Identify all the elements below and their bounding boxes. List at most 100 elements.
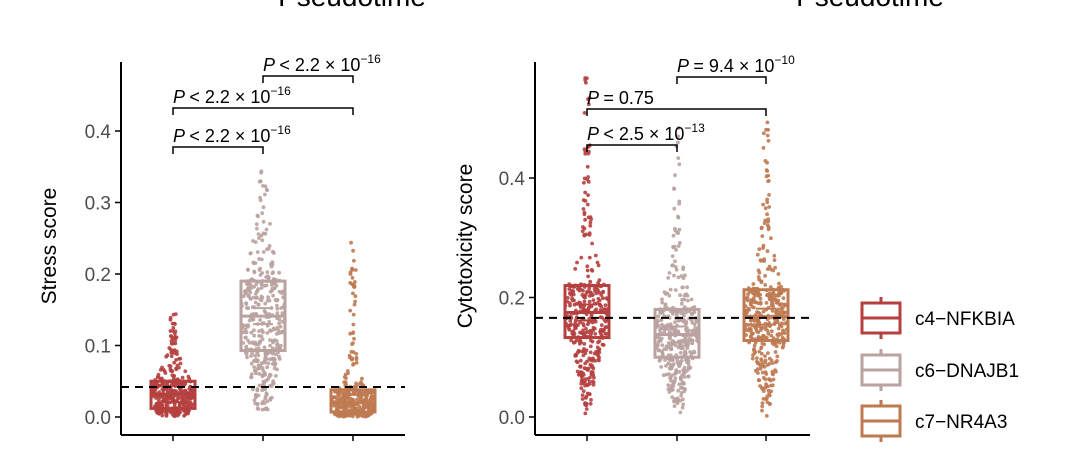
data-point [269,384,274,388]
data-point [682,381,686,386]
data-point [758,301,763,306]
data-point [756,335,761,339]
data-point [259,286,264,290]
data-point [680,285,685,290]
data-point [599,327,603,332]
data-point [277,289,282,294]
data-point [264,275,268,279]
data-point [773,294,777,299]
data-point [670,373,675,378]
data-point [581,323,586,328]
data-point [580,349,585,354]
data-point [759,259,764,263]
data-point [678,293,682,298]
data-point [582,342,587,346]
data-point [255,213,260,218]
data-point [673,376,678,381]
data-point [693,326,698,330]
data-point [172,414,177,419]
data-point [586,274,590,279]
data-point [773,350,778,354]
data-point [565,296,570,300]
data-point [779,291,784,296]
data-point [588,279,593,284]
data-point [782,331,787,335]
data-point [765,133,770,138]
data-point [777,293,781,298]
data-point [261,219,266,224]
data-point [255,289,259,294]
data-point [601,307,606,311]
data-point [593,332,598,336]
data-point [271,340,275,345]
data-point [673,173,677,178]
data-point [260,211,265,216]
data-point [359,390,364,395]
data-point [588,362,593,367]
data-point [182,389,187,393]
data-point [257,236,261,240]
data-point [368,397,373,401]
data-point [588,338,593,343]
data-point [667,271,672,275]
data-point [600,296,605,301]
data-point [277,357,282,361]
data-point [254,295,259,300]
data-point [591,293,595,297]
data-point [759,345,764,350]
data-point [581,371,585,376]
data-point [259,294,264,299]
data-point [252,398,257,403]
data-point [766,179,770,184]
data-point [765,394,770,399]
data-point [268,329,273,333]
data-point [337,396,341,400]
data-point [360,376,364,381]
data-point [762,221,767,226]
data-point [660,343,665,348]
data-point [759,335,764,340]
data-point [339,412,344,417]
data-point [766,173,771,178]
data-point [668,366,672,371]
bracket-line [586,144,678,152]
data-point [759,225,764,230]
data-point [267,244,272,248]
data-point [593,358,598,363]
data-point [760,408,764,413]
data-point [582,180,586,185]
data-point [672,206,677,211]
data-point [158,410,162,414]
panel-1: 0.0 0.1 0.2 0.3 0.4 Stress score P < 2.2 × 10−… [38,52,405,441]
data-point [583,149,588,154]
data-point [254,222,259,227]
data-point [667,293,672,298]
data-point [681,311,686,315]
group-3 [329,240,377,419]
data-point [268,343,272,348]
data-point [253,300,258,305]
data-point [774,298,778,302]
data-point [255,250,260,255]
data-point [668,322,673,327]
data-point [352,284,356,289]
data-point [759,279,764,284]
data-point [586,215,591,220]
data-point [265,247,269,252]
data-point [683,337,688,342]
data-point [353,280,357,284]
data-point [260,238,265,243]
data-point [679,391,684,395]
data-point [343,405,348,410]
data-point [275,306,280,311]
data-point [350,276,355,280]
data-point [168,367,173,372]
data-point [342,380,347,384]
data-point [358,395,363,399]
data-point [763,274,767,278]
data-point [765,223,770,228]
data-point [573,326,578,330]
data-point [584,326,588,331]
data-point [573,320,578,325]
data-point [590,320,595,325]
